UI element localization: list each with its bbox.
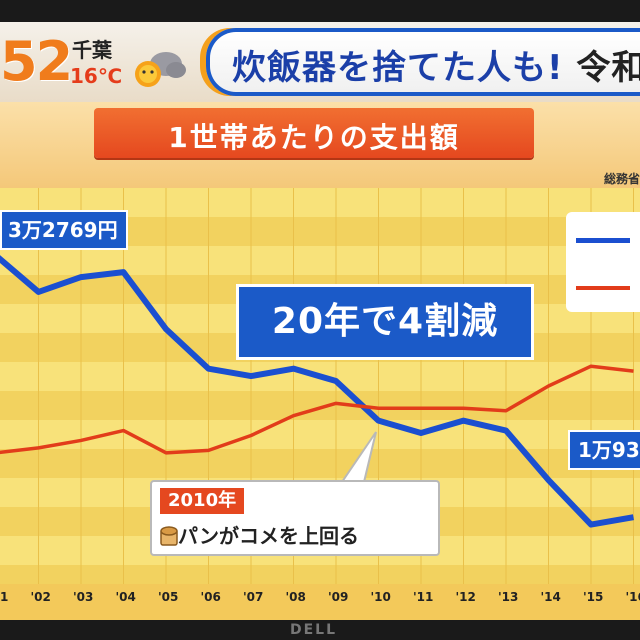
x-tick-label: '12	[455, 590, 476, 604]
annotation-bubble: 2010年 パンがコメを上回る	[150, 480, 440, 556]
headline: 炊飯器を捨てた人も! 令和の“お	[232, 40, 640, 89]
x-tick-label: '01	[0, 590, 9, 604]
x-tick-label: '03	[73, 590, 94, 604]
temperature-big: 52	[0, 30, 73, 93]
x-tick-label: '05	[158, 590, 179, 604]
chart-title: 1世帯あたりの支出額	[168, 121, 460, 154]
monitor-brand: DELL	[290, 622, 338, 638]
headline-part-2: 令和の	[576, 48, 640, 88]
callout-decline: 20年で4割減	[236, 284, 534, 360]
x-axis-strip	[0, 584, 640, 620]
x-tick-label: '09	[328, 590, 349, 604]
city-name: 千葉	[72, 38, 112, 62]
x-tick-label: '07	[243, 590, 264, 604]
x-tick-label: '15	[583, 590, 604, 604]
source-label: 総務省	[603, 172, 640, 186]
x-tick-label: '13	[498, 590, 519, 604]
legend-line-blue	[576, 238, 630, 243]
end-value-label: 1万93	[568, 430, 640, 470]
x-tick-label: '08	[285, 590, 306, 604]
annotation-text: パンがコメを上回る	[160, 520, 359, 549]
start-value-label: 3万2769円	[0, 210, 128, 250]
legend	[566, 212, 640, 312]
temperature-small: 16℃	[70, 64, 123, 88]
bread-icon	[160, 526, 178, 546]
series-line-red	[0, 364, 634, 455]
x-tick-label: '11	[413, 590, 434, 604]
chart-title-band: 1世帯あたりの支出額	[94, 108, 534, 158]
annotation-text-value: パンがコメを上回る	[178, 524, 359, 548]
headline-part-1: 炊飯器を捨てた人も!	[232, 48, 564, 88]
sun-icon	[135, 61, 161, 87]
series-line-blue	[0, 255, 635, 528]
weather-icon	[135, 52, 186, 87]
headline-box: 炊飯器を捨てた人も! 令和の“お	[206, 28, 640, 96]
x-tick-label: '02	[30, 590, 51, 604]
annotation-year: 2010年	[160, 488, 245, 514]
bezel-bottom	[0, 620, 640, 640]
x-tick-label: '14	[540, 590, 561, 604]
bezel-top	[0, 0, 640, 22]
x-tick-label: '06	[200, 590, 221, 604]
x-tick-label: '10	[370, 590, 391, 604]
legend-line-red	[576, 286, 630, 290]
x-tick-label: '04	[115, 590, 136, 604]
x-tick-label: '16	[625, 590, 640, 604]
